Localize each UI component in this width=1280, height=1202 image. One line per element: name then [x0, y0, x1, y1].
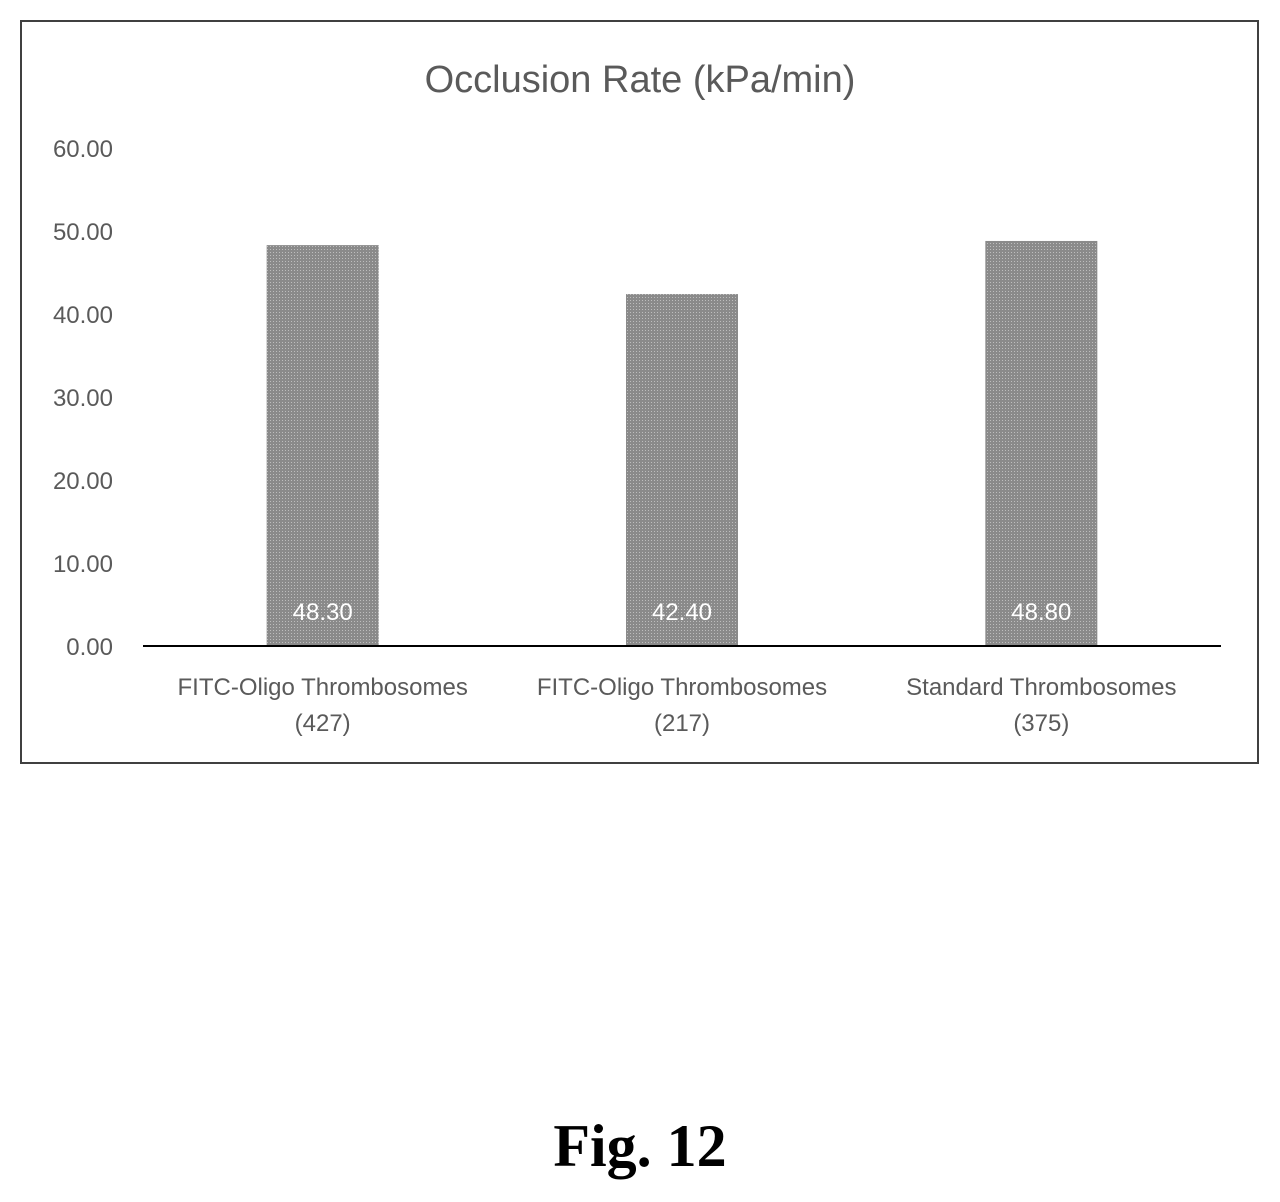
x-axis-category-labels: FITC-Oligo Thrombosomes (427) FITC-Oligo T…: [178, 674, 1177, 737]
bar: [626, 294, 738, 646]
bars: [266, 240, 1098, 647]
x-category-label: FITC-Oligo Thrombosomes: [537, 674, 827, 701]
x-category-label: (217): [654, 710, 710, 737]
bar-data-label: 48.30: [293, 599, 353, 626]
data-labels: 48.30 42.40 48.80: [293, 599, 1072, 626]
x-category-label: (427): [295, 710, 351, 737]
x-category-label: FITC-Oligo Thrombosomes: [178, 674, 468, 701]
y-tick-label: 10.00: [53, 551, 113, 578]
y-tick-label: 40.00: [53, 302, 113, 329]
figure-caption: Fig. 12: [553, 1113, 727, 1179]
y-axis-tick-labels: 0.00 10.00 20.00 30.00 40.00 50.00 60.00: [53, 136, 113, 661]
bar: [985, 240, 1098, 646]
bar: [266, 245, 379, 647]
y-tick-label: 0.00: [66, 634, 113, 661]
x-category-label: (375): [1013, 710, 1069, 737]
chart-title: Occlusion Rate (kPa/min): [425, 59, 856, 101]
x-category-label: Standard Thrombosomes: [906, 674, 1176, 701]
y-tick-label: 50.00: [53, 219, 113, 246]
y-tick-label: 30.00: [53, 385, 113, 412]
bar-data-label: 48.80: [1011, 599, 1071, 626]
bar-data-label: 42.40: [652, 599, 712, 626]
y-tick-label: 20.00: [53, 468, 113, 495]
y-tick-label: 60.00: [53, 136, 113, 163]
